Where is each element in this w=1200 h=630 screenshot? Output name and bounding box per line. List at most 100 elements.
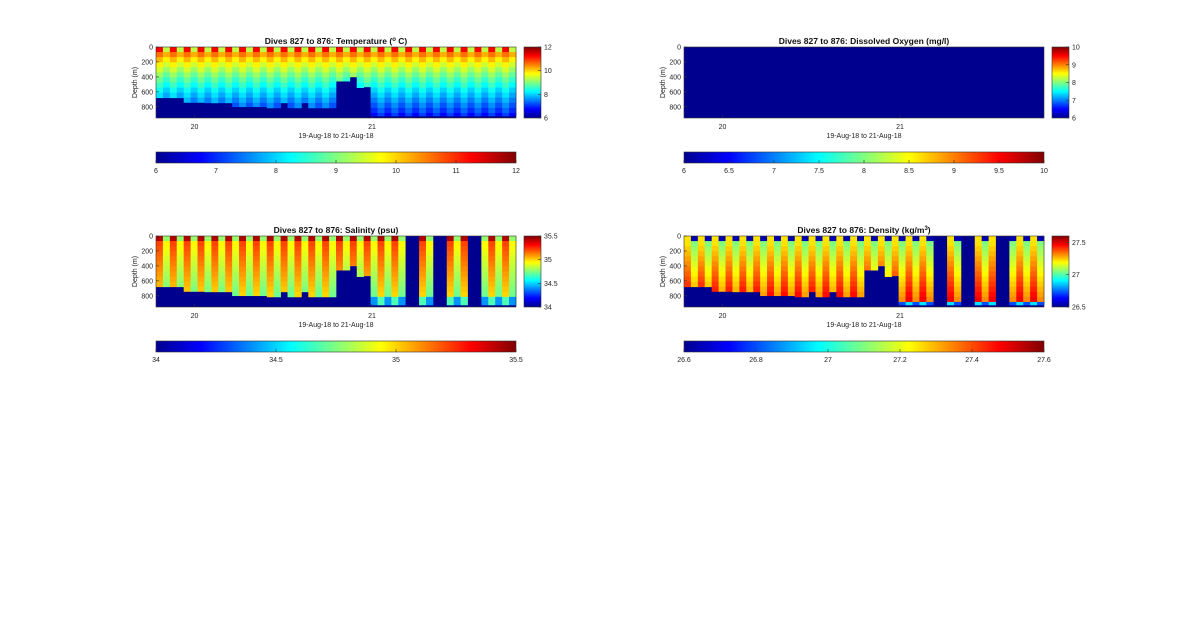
heatmap-cell xyxy=(322,57,330,63)
heatmap-cell xyxy=(197,281,205,288)
heatmap-cell xyxy=(981,301,989,306)
heatmap-cell xyxy=(981,241,989,247)
heatmap-cell xyxy=(190,286,198,292)
heatmap-cell xyxy=(780,276,789,283)
heatmap-cell xyxy=(301,92,309,99)
heatmap-cell xyxy=(218,236,226,242)
heatmap-cell xyxy=(287,281,295,288)
heatmap-cell xyxy=(398,77,406,83)
heatmap-cell xyxy=(697,266,706,272)
heatmap-cell xyxy=(412,47,420,53)
heatmap-cell xyxy=(308,102,316,109)
heatmap-cell xyxy=(204,82,212,88)
heatmap-cell xyxy=(711,251,719,257)
heatmap-cell xyxy=(183,52,191,58)
hbar-tick-label: 6.5 xyxy=(724,168,734,175)
heatmap-cell xyxy=(211,256,219,262)
heatmap-cell xyxy=(239,241,247,247)
heatmap-cell xyxy=(488,291,496,298)
heatmap-cell xyxy=(453,52,461,58)
heatmap-cell xyxy=(815,246,823,252)
heatmap-cell xyxy=(877,241,886,247)
colorbar-vertical xyxy=(1051,235,1070,308)
heatmap-cell xyxy=(287,67,295,73)
heatmap-cell xyxy=(405,107,413,114)
heatmap-cell xyxy=(259,72,268,78)
heatmap-cell xyxy=(294,241,302,247)
heatmap-cell xyxy=(169,47,178,53)
heatmap-cell xyxy=(252,102,261,108)
heatmap-cell xyxy=(252,52,261,58)
heatmap-cell xyxy=(439,87,448,94)
heatmap-cell xyxy=(808,271,816,277)
heatmap-cell xyxy=(329,57,337,63)
heatmap-cell xyxy=(780,236,789,242)
heatmap-cell xyxy=(467,57,475,63)
heatmap-cell xyxy=(697,246,706,252)
heatmap-cell xyxy=(204,57,212,63)
heatmap-cell xyxy=(495,67,503,73)
heatmap-cell xyxy=(488,47,496,53)
heatmap-cell xyxy=(857,261,865,267)
heatmap-cell xyxy=(732,241,740,247)
heatmap-cell xyxy=(460,57,468,63)
chart-title-suffix: ) xyxy=(928,225,931,235)
heatmap-cell xyxy=(746,246,754,252)
heatmap-cell xyxy=(342,241,351,247)
heatmap-cell xyxy=(294,102,302,109)
heatmap-cell xyxy=(156,261,164,267)
heatmap-cell xyxy=(370,281,378,288)
heatmap-cell xyxy=(239,261,247,267)
heatmap-cell xyxy=(301,62,309,68)
heatmap-cell xyxy=(370,291,378,298)
heatmap-cell xyxy=(197,67,205,73)
heatmap-cell xyxy=(446,72,455,78)
heatmap-cell xyxy=(370,246,378,252)
heatmap-cell xyxy=(780,271,789,277)
heatmap-cell xyxy=(183,271,191,277)
heatmap-cell xyxy=(453,241,461,247)
heatmap-cell xyxy=(822,251,830,257)
heatmap-cell xyxy=(808,276,816,283)
heatmap-cell xyxy=(954,246,962,252)
heatmap-cell xyxy=(453,87,461,94)
heatmap-cell xyxy=(211,97,219,104)
x-tick-label: 20 xyxy=(191,124,199,131)
heatmap-cell xyxy=(794,271,803,277)
heatmap-cell xyxy=(898,291,906,298)
heatmap-cell xyxy=(315,276,323,283)
heatmap-cell xyxy=(315,72,323,78)
heatmap-cell xyxy=(488,261,496,267)
heatmap-cell xyxy=(884,236,893,242)
heatmap-cell xyxy=(363,47,371,53)
heatmap-cell xyxy=(391,251,399,257)
heatmap-cell xyxy=(718,281,726,288)
heatmap-cell xyxy=(162,72,171,78)
heatmap-cell xyxy=(760,251,768,257)
heatmap-cell xyxy=(460,286,468,293)
heatmap-cell xyxy=(162,281,171,288)
heatmap-cell xyxy=(857,291,865,298)
heatmap-cell xyxy=(870,266,879,271)
heatmap-cell xyxy=(342,72,351,78)
heatmap-cell xyxy=(204,256,212,262)
heatmap-cell xyxy=(947,246,955,252)
heatmap-cell xyxy=(746,236,754,242)
heatmap-cell xyxy=(211,241,219,247)
heatmap-cell xyxy=(176,72,185,78)
heatmap-cell xyxy=(780,246,789,252)
heatmap-cell xyxy=(850,271,858,277)
heatmap-cell xyxy=(836,251,844,257)
hbar-tick-label: 9 xyxy=(952,168,956,175)
heatmap-cell xyxy=(905,251,913,257)
heatmap-cell xyxy=(1009,246,1017,252)
heatmap-cell xyxy=(218,241,226,247)
heatmap-cell xyxy=(815,276,823,283)
heatmap-cell xyxy=(870,236,879,242)
heatmap-cell xyxy=(280,246,288,252)
heatmap-cell xyxy=(239,57,247,63)
heatmap-cell xyxy=(787,261,796,267)
heatmap-cell xyxy=(898,241,906,247)
heatmap-cell xyxy=(329,102,337,109)
heatmap-cell xyxy=(156,92,164,99)
